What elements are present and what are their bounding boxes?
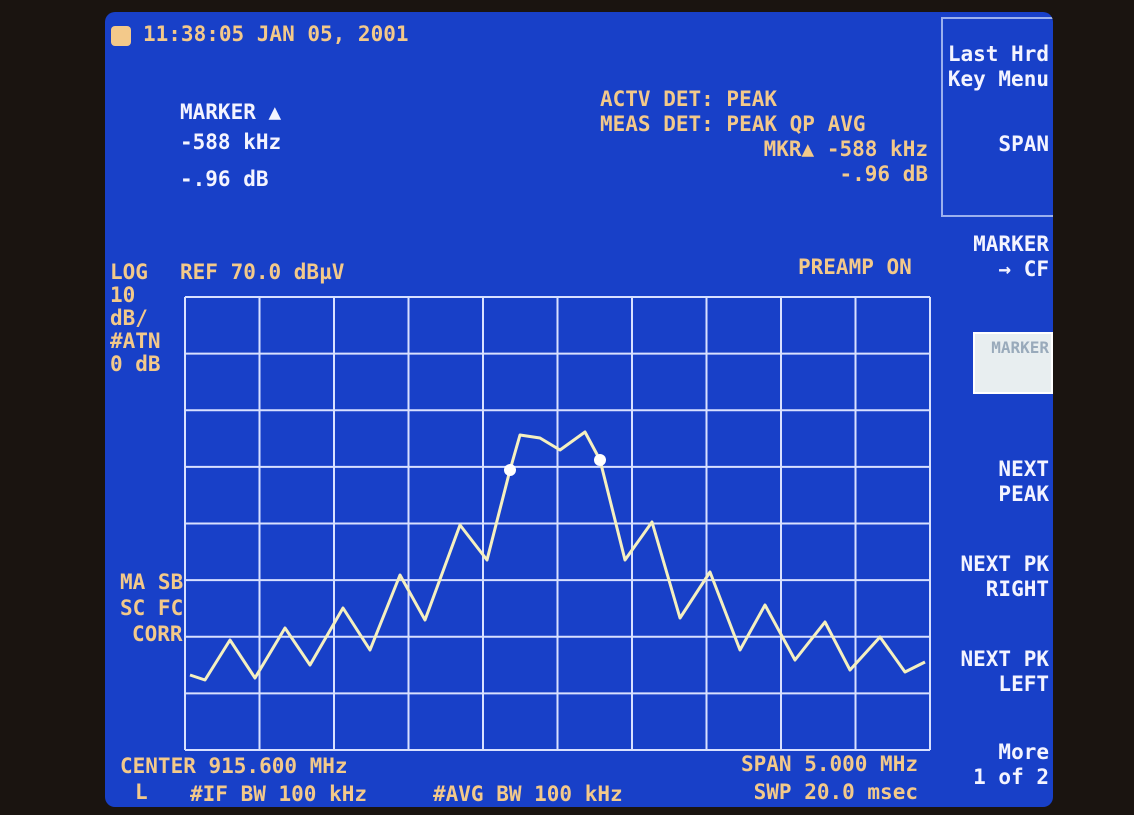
preamp: PREAMP ON	[798, 255, 912, 279]
marker-dot	[504, 464, 516, 476]
scale-line: LOG	[110, 260, 148, 284]
softkey-label[interactable]: LEFT	[998, 672, 1049, 696]
corr-line: CORR	[132, 622, 183, 646]
timestamp: 11:38:05 JAN 05, 2001	[143, 22, 409, 46]
softkey-label[interactable]: 1 of 2	[973, 765, 1049, 789]
scale-line: #ATN	[110, 329, 161, 353]
if-bw: #IF BW 100 kHz	[190, 782, 368, 806]
softkey-label[interactable]: Last Hrd	[947, 42, 1049, 66]
marker-dot	[594, 454, 606, 466]
marker-amp: -.96 dB	[180, 167, 269, 191]
meas-det: MEAS DET: PEAK QP AVG	[600, 112, 866, 136]
softkey-label[interactable]: MARKER	[991, 338, 1049, 357]
corr-line: SC FC	[120, 596, 184, 620]
marker-freq: -588 kHz	[180, 130, 282, 154]
center-freq: CENTER 915.600 MHz	[120, 754, 348, 778]
mkr-amp: -.96 dB	[839, 162, 928, 186]
softkey-label[interactable]: RIGHT	[985, 577, 1049, 601]
hp-logo	[111, 26, 131, 46]
marker-softkey-box[interactable]: MARKER	[973, 332, 1053, 394]
softkey-label[interactable]: NEXT PK	[960, 647, 1049, 671]
mkr-delta: MKR▲ -588 kHz	[763, 137, 928, 161]
softkey-frame	[941, 17, 1053, 217]
softkey-label[interactable]: SPAN	[998, 132, 1049, 156]
ref-level: REF 70.0 dBµV	[180, 260, 345, 284]
display	[111, 26, 931, 751]
graticule	[184, 296, 931, 751]
softkey-label[interactable]: More	[998, 740, 1049, 764]
actv-det: ACTV DET: PEAK	[600, 87, 778, 111]
softkey-label[interactable]: → CF	[998, 257, 1049, 281]
scale-line: 10	[110, 283, 136, 307]
corr-line: MA SB	[120, 570, 184, 594]
span: SPAN 5.000 MHz	[740, 752, 918, 776]
softkey-label[interactable]: MARKER	[973, 232, 1049, 256]
trace	[189, 430, 926, 682]
softkey-label[interactable]: NEXT	[998, 457, 1049, 481]
sweep: SWP 20.0 msec	[753, 780, 918, 804]
softkey-label[interactable]: Key Menu	[947, 67, 1049, 91]
scale-line: dB/	[110, 306, 148, 330]
softkey-label[interactable]: NEXT PK	[960, 552, 1049, 576]
analyzer-screen: 11:38:05 JAN 05, 2001 MARKER ▲ -588 kHz …	[105, 12, 1053, 807]
mode: L	[135, 780, 148, 804]
scale-line: 0 dB	[110, 352, 161, 376]
softkey-label[interactable]: PEAK	[998, 482, 1049, 506]
marker-title: MARKER ▲	[180, 100, 282, 124]
avg-bw: #AVG BW 100 kHz	[433, 782, 623, 806]
